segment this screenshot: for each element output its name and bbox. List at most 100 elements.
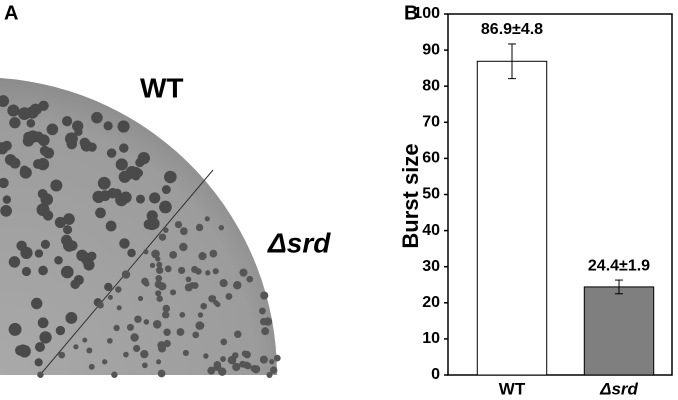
plaque bbox=[105, 220, 117, 232]
plaque bbox=[102, 359, 108, 365]
plaque bbox=[220, 338, 228, 346]
plaque bbox=[157, 369, 166, 378]
plaque bbox=[152, 320, 162, 329]
plaque bbox=[37, 371, 44, 378]
plaque bbox=[143, 280, 150, 287]
plaque bbox=[64, 132, 78, 146]
plaque bbox=[9, 157, 21, 169]
plaque bbox=[115, 286, 122, 293]
plaque bbox=[83, 259, 95, 271]
plaque bbox=[95, 207, 106, 219]
plaque bbox=[97, 301, 104, 309]
plaque bbox=[158, 344, 167, 353]
plaque bbox=[103, 121, 113, 131]
plaque bbox=[118, 170, 131, 183]
plaque bbox=[158, 282, 167, 291]
plaque bbox=[18, 107, 31, 121]
plaque bbox=[60, 265, 74, 279]
plaque bbox=[15, 345, 26, 356]
plaque bbox=[189, 282, 196, 289]
error-bar bbox=[508, 43, 516, 80]
axes bbox=[447, 13, 673, 376]
plaque bbox=[82, 337, 88, 343]
plaque bbox=[156, 261, 163, 268]
plaque bbox=[134, 315, 142, 324]
plaque bbox=[137, 152, 150, 165]
plaque bbox=[34, 358, 43, 367]
plaque bbox=[176, 328, 185, 336]
y-tick-label: 40 bbox=[422, 222, 440, 239]
plaque bbox=[54, 216, 66, 228]
plaque bbox=[143, 219, 154, 230]
value-label: 24.4±1.9 bbox=[588, 257, 650, 274]
plaque bbox=[36, 203, 50, 217]
plaque bbox=[155, 274, 163, 282]
plaque bbox=[36, 157, 50, 171]
plaque bbox=[116, 305, 122, 311]
plaque bbox=[213, 360, 222, 369]
plaque bbox=[61, 115, 73, 127]
plaque bbox=[37, 317, 49, 329]
plaque bbox=[142, 362, 148, 369]
plaque bbox=[195, 223, 204, 232]
plaque bbox=[209, 249, 218, 258]
plaque bbox=[62, 225, 73, 235]
plaque bbox=[197, 312, 204, 318]
y-tick-label: 50 bbox=[422, 186, 440, 203]
plaque bbox=[54, 255, 63, 265]
plaque bbox=[80, 140, 93, 152]
plaque bbox=[34, 249, 44, 258]
plaque bbox=[246, 275, 254, 283]
plaque bbox=[29, 103, 42, 116]
plaque bbox=[158, 233, 167, 241]
plaque bbox=[130, 333, 139, 342]
plaque bbox=[111, 371, 118, 378]
plaque bbox=[205, 270, 211, 276]
plaque bbox=[212, 268, 219, 275]
panel-label: B bbox=[404, 2, 418, 24]
plaque bbox=[106, 337, 113, 344]
plaque bbox=[266, 371, 273, 378]
plaque bbox=[163, 328, 171, 336]
plaque bbox=[21, 266, 32, 277]
y-tick-label: 20 bbox=[422, 294, 440, 311]
plate-label: WT bbox=[140, 72, 184, 103]
plaque bbox=[159, 200, 172, 214]
plaque bbox=[106, 148, 117, 158]
plaque bbox=[220, 356, 226, 362]
plaque bbox=[65, 312, 78, 324]
plaque bbox=[164, 170, 177, 184]
plaque bbox=[198, 252, 207, 261]
plaque bbox=[104, 282, 113, 292]
plaque bbox=[92, 190, 105, 204]
plaque bbox=[115, 158, 128, 171]
plaque bbox=[34, 341, 45, 352]
plaque bbox=[19, 166, 32, 179]
plaque bbox=[239, 268, 248, 277]
plaque bbox=[200, 302, 208, 310]
plaque bbox=[91, 111, 103, 124]
plaque bbox=[1, 140, 12, 151]
plaque bbox=[151, 249, 160, 259]
plaque bbox=[88, 363, 95, 370]
plaque bbox=[241, 350, 249, 357]
plate-photo bbox=[0, 78, 281, 378]
bar bbox=[476, 60, 548, 376]
plaque bbox=[23, 131, 35, 143]
plaque bbox=[244, 362, 252, 370]
plaque bbox=[156, 295, 163, 303]
plaque bbox=[7, 104, 20, 117]
plaque bbox=[156, 359, 162, 365]
plaque bbox=[119, 191, 132, 204]
plaque bbox=[213, 299, 219, 306]
plaque bbox=[163, 227, 169, 233]
plate bbox=[0, 78, 278, 375]
plaque bbox=[203, 353, 209, 359]
plaque bbox=[146, 210, 158, 222]
plaque bbox=[239, 360, 247, 368]
plaque bbox=[126, 323, 134, 331]
plaque bbox=[232, 362, 241, 372]
plaque bbox=[46, 123, 59, 136]
plaque bbox=[179, 311, 186, 318]
